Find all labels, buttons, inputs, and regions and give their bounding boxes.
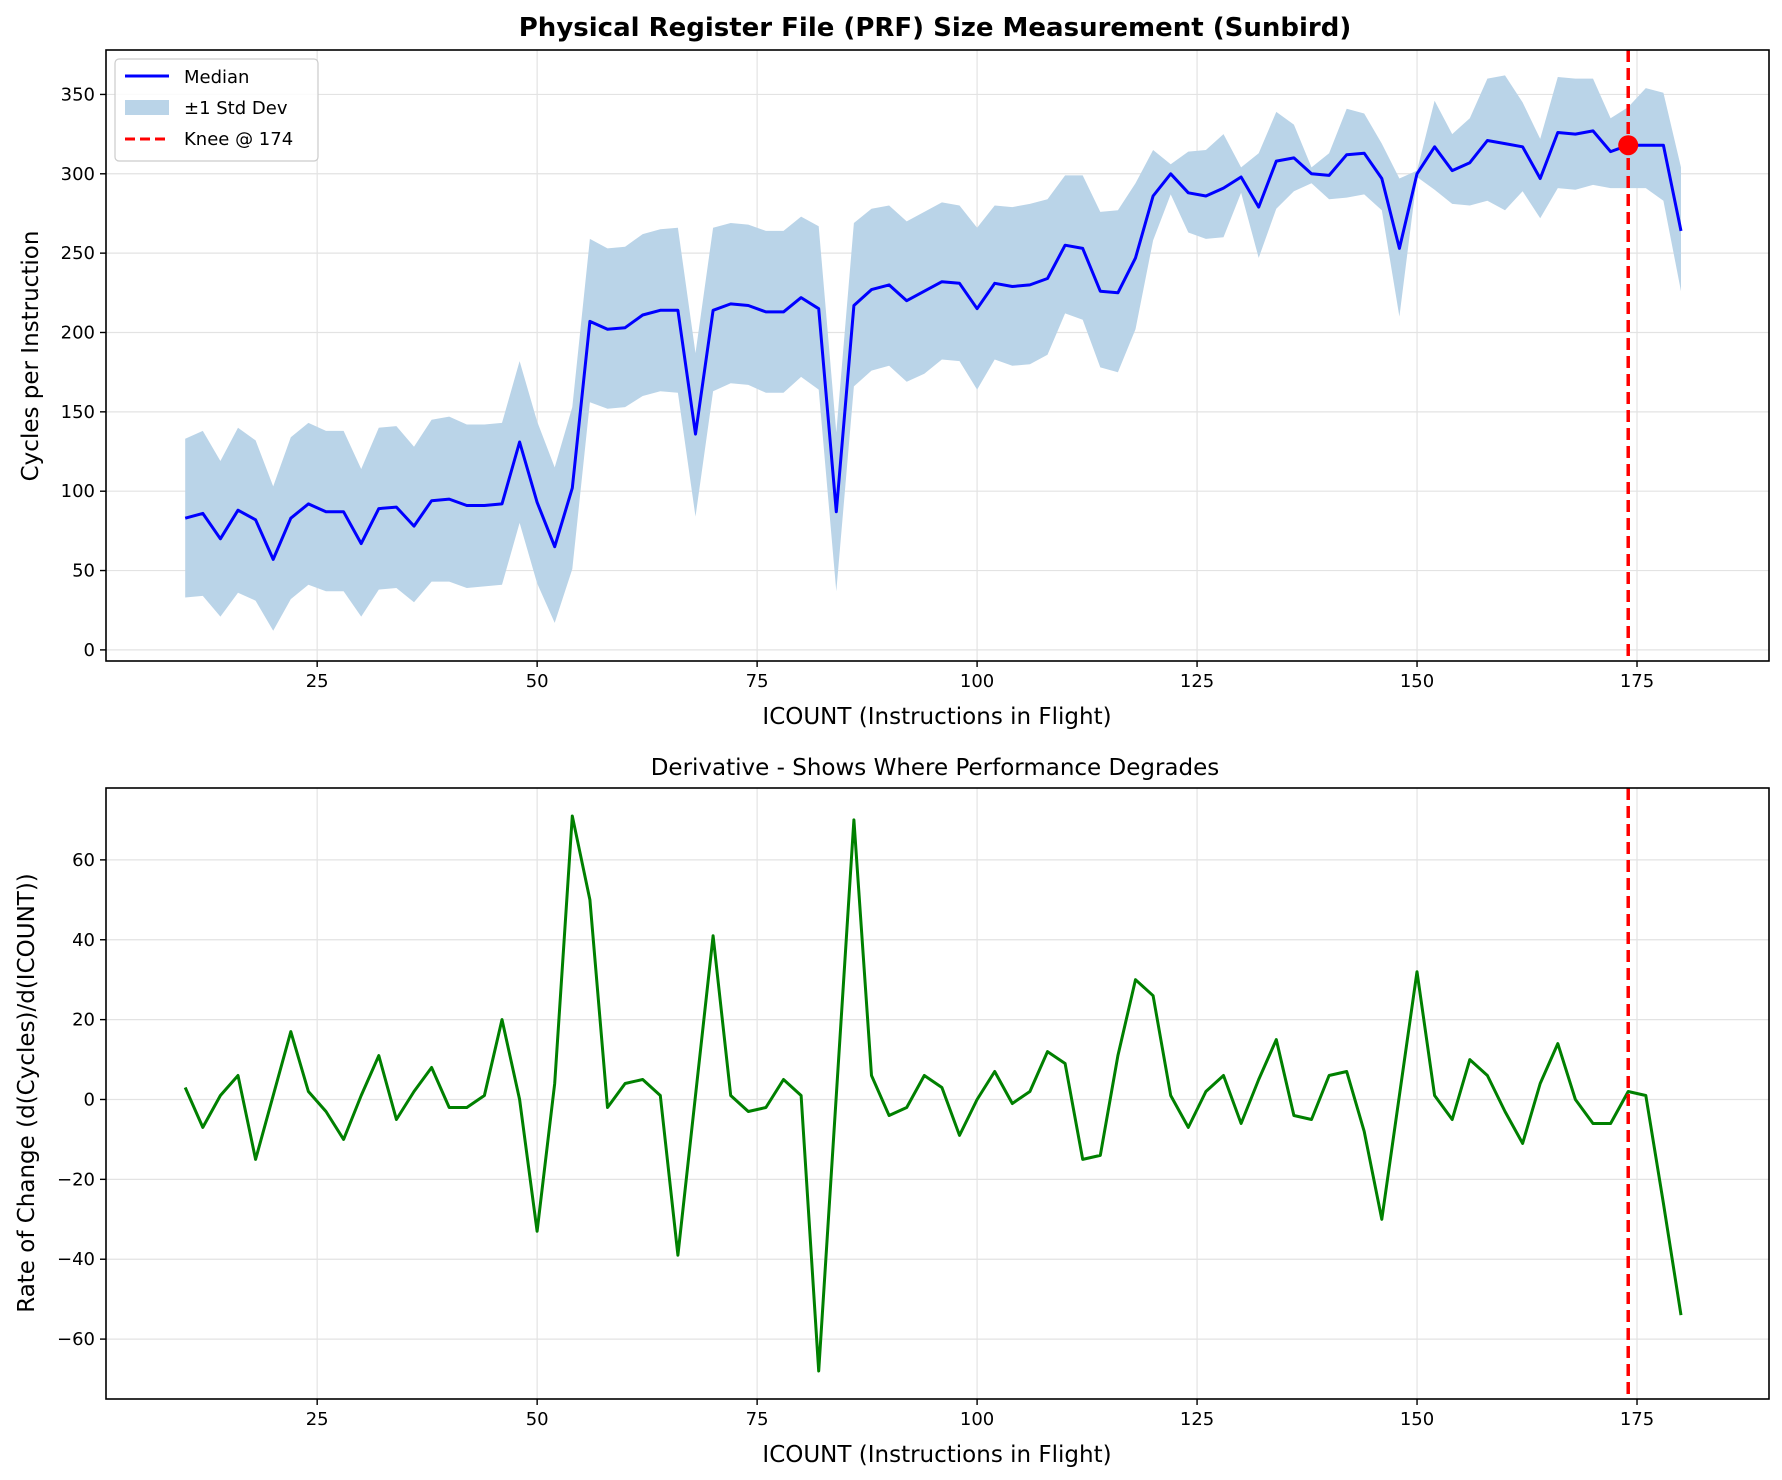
derivative-chart-title: Derivative - Shows Where Performance Deg… bbox=[651, 755, 1220, 781]
cycles-chart-frame bbox=[105, 49, 1770, 662]
cycles-chart-x-tick-label: 75 bbox=[746, 671, 769, 692]
derivative-chart-x-tick-label: 100 bbox=[960, 1409, 994, 1430]
cycles-chart-x-tick-label: 25 bbox=[306, 671, 329, 692]
derivative-chart-x-axis-label: ICOUNT (Instructions in Flight) bbox=[762, 1442, 1111, 1468]
legend-knee-label: Knee @ 174 bbox=[184, 129, 293, 150]
cycles-chart-y-tick-label: 250 bbox=[61, 243, 95, 264]
derivative-chart-frame bbox=[105, 787, 1770, 1400]
cycles-chart-ticks: 25 50 75 100 125 150 175 0 50 100 150 200 250 300 350 bbox=[61, 84, 1655, 692]
derivative-chart-plot-area bbox=[183, 788, 1683, 1399]
derivative-chart-y-tick-label: −40 bbox=[57, 1249, 95, 1270]
derivative-chart-x-tick-label: 25 bbox=[306, 1409, 329, 1430]
cycles-chart: Physical Register File (PRF) Size Measur… bbox=[18, 13, 1770, 730]
derivative-chart-y-axis-label: Rate of Change (d(Cycles)/d(ICOUNT)) bbox=[14, 873, 40, 1313]
cycles-chart-x-axis-label: ICOUNT (Instructions in Flight) bbox=[762, 704, 1111, 730]
cycles-chart-x-tick-label: 175 bbox=[1620, 671, 1654, 692]
median-line bbox=[184, 129, 1683, 561]
cycles-chart-y-tick-label: 150 bbox=[61, 402, 95, 423]
derivative-chart-x-tick-label: 150 bbox=[1400, 1409, 1434, 1430]
legend-median-label: Median bbox=[184, 67, 249, 88]
legend-box bbox=[114, 58, 319, 162]
cycles-chart-x-tick-label: 50 bbox=[526, 671, 549, 692]
derivative-chart-x-tick-label: 50 bbox=[526, 1409, 549, 1430]
derivative-chart-grid bbox=[106, 788, 1769, 1399]
cycles-chart-y-tick-label: 200 bbox=[61, 322, 95, 343]
derivative-chart-x-tick-label: 175 bbox=[1620, 1409, 1654, 1430]
derivative-chart-x-tick-label: 75 bbox=[746, 1409, 769, 1430]
cycles-chart-y-tick-label: 300 bbox=[61, 164, 95, 185]
cycles-chart-y-tick-label: 350 bbox=[61, 84, 95, 105]
legend: Median ±1 Std Dev Knee @ 174 bbox=[114, 58, 319, 162]
cycles-chart-title: Physical Register File (PRF) Size Measur… bbox=[519, 13, 1351, 43]
legend-std-dev-swatch bbox=[125, 100, 169, 115]
cycles-chart-x-tick-label: 150 bbox=[1400, 671, 1434, 692]
derivative-chart: Derivative - Shows Where Performance Deg… bbox=[14, 755, 1770, 1468]
derivative-line bbox=[183, 814, 1683, 1373]
cycles-chart-y-tick-label: 50 bbox=[72, 561, 95, 582]
knee-marker bbox=[1618, 135, 1639, 156]
cycles-chart-x-tick-label: 125 bbox=[1180, 671, 1214, 692]
derivative-chart-y-tick-label: 20 bbox=[72, 1010, 95, 1031]
derivative-chart-y-tick-label: −20 bbox=[57, 1169, 95, 1190]
std-dev-band bbox=[185, 75, 1682, 631]
legend-std-dev-label: ±1 Std Dev bbox=[184, 98, 288, 119]
derivative-chart-y-tick-label: 0 bbox=[84, 1089, 95, 1110]
cycles-chart-y-tick-label: 0 bbox=[84, 640, 95, 661]
derivative-chart-ticks: 25 50 75 100 125 150 175 −60 −40 −20 0 20 40 60 bbox=[57, 850, 1654, 1430]
derivative-chart-y-tick-label: 40 bbox=[72, 930, 95, 951]
derivative-chart-x-tick-label: 125 bbox=[1180, 1409, 1214, 1430]
cycles-chart-x-tick-label: 100 bbox=[960, 671, 994, 692]
derivative-chart-y-tick-label: 60 bbox=[72, 850, 95, 871]
derivative-chart-y-tick-label: −60 bbox=[57, 1329, 95, 1350]
cycles-chart-plot-area bbox=[184, 50, 1683, 661]
cycles-chart-y-tick-label: 100 bbox=[61, 481, 95, 502]
cycles-chart-y-axis-label: Cycles per Instruction bbox=[18, 231, 44, 482]
